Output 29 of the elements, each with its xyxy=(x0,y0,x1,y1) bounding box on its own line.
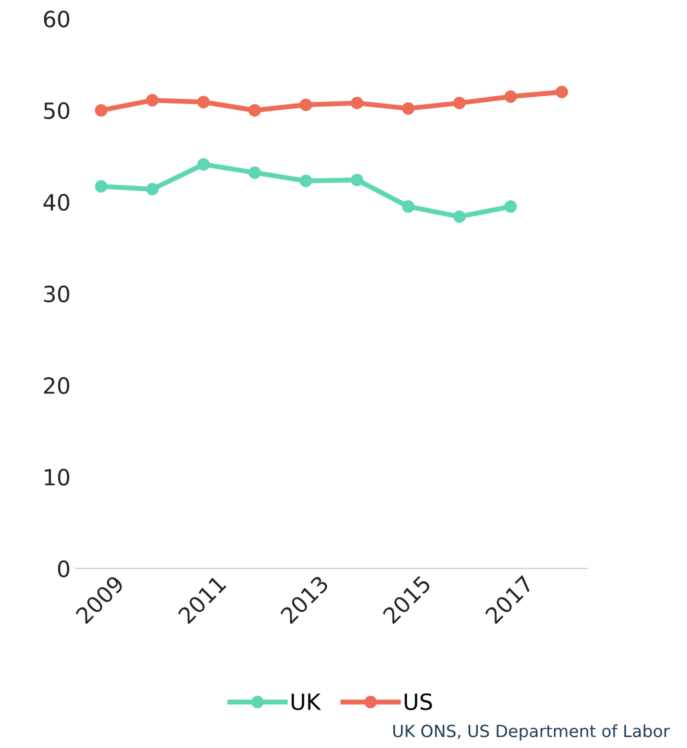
legend-label: UK xyxy=(292,694,322,710)
y-tick-label: 60 xyxy=(44,10,70,28)
y-tick-label: 40 xyxy=(44,194,70,211)
point xyxy=(248,166,261,179)
y-tick-label: 20 xyxy=(44,377,70,394)
point xyxy=(402,200,414,213)
point xyxy=(300,98,312,112)
point xyxy=(453,210,466,223)
point xyxy=(504,90,517,103)
point xyxy=(146,182,159,196)
point xyxy=(556,86,568,98)
point xyxy=(146,94,159,106)
point xyxy=(504,200,517,213)
y-tick-label: 30 xyxy=(44,286,70,302)
point xyxy=(197,158,210,171)
point xyxy=(350,174,364,186)
legend-label: US xyxy=(404,693,432,710)
point xyxy=(94,180,108,193)
y-tick-label: 10 xyxy=(44,468,70,486)
text: UK ONS, US Department of Labor xyxy=(393,724,670,741)
point xyxy=(453,96,466,110)
point xyxy=(350,96,364,110)
point xyxy=(94,104,108,117)
point xyxy=(248,104,261,117)
point xyxy=(197,96,210,108)
y-tick-label: 0 xyxy=(58,560,70,578)
point xyxy=(402,102,414,115)
y-tick-label: 50 xyxy=(44,102,70,120)
point xyxy=(300,174,312,188)
